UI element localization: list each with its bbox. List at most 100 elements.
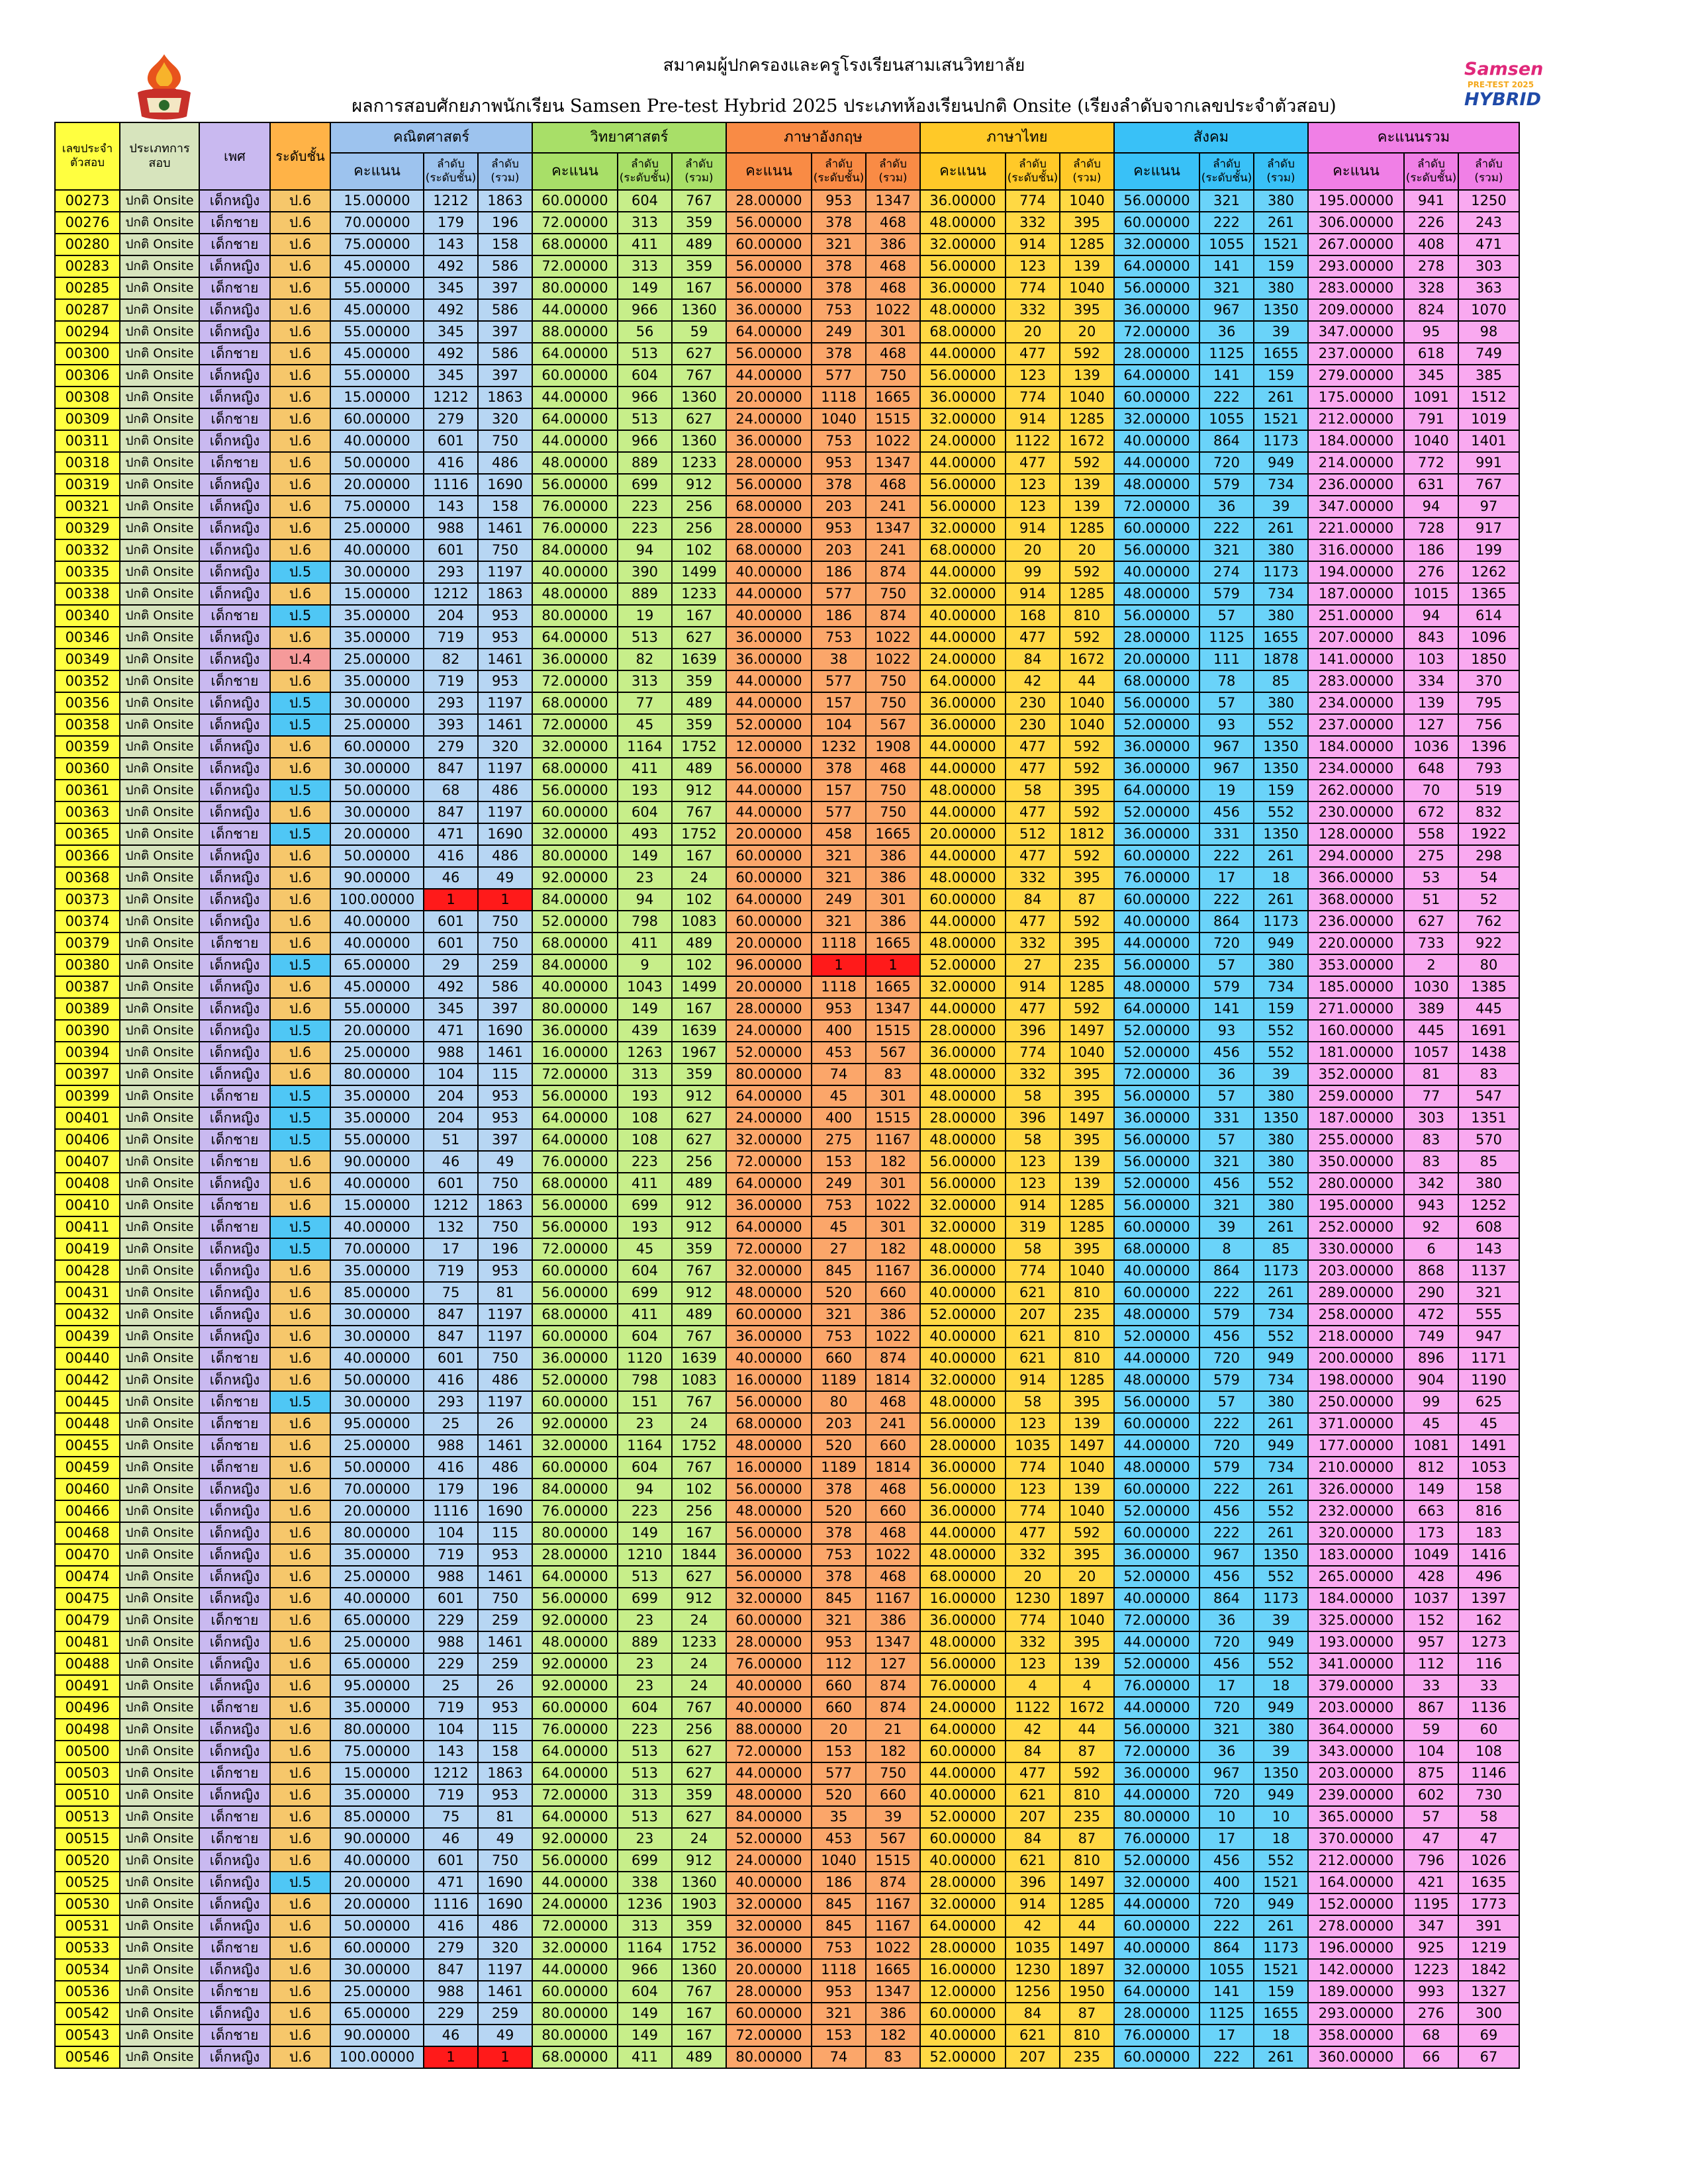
col-science-rank-level: ลำดับ (ระดับชั้น)	[617, 152, 673, 191]
cell-total-score: 347.00000	[1307, 320, 1405, 343]
cell-science-rank-level: 1164	[617, 735, 673, 758]
cell-social-rank-level: 222	[1199, 1522, 1254, 1545]
table-row: 00406 ปกติ Onsite เด็กชาย ป.5 55.00000 51 397 6…	[54, 1128, 1520, 1152]
cell-level: ป.6	[269, 1740, 331, 1763]
cell-math-rank-level: 104	[423, 1522, 479, 1545]
cell-science-rank-level: 513	[617, 342, 673, 365]
cell-english-score: 40.00000	[726, 604, 812, 627]
cell-math-rank-level: 179	[423, 1478, 479, 1501]
cell-math-rank-level: 988	[423, 1041, 479, 1064]
cell-english-score: 76.00000	[726, 1653, 812, 1676]
cell-thai-score: 32.00000	[919, 517, 1006, 540]
table-row: 00311 ปกติ Onsite เด็กหญิง ป.6 40.00000 601 75…	[54, 430, 1520, 453]
cell-math-score: 25.00000	[330, 1631, 424, 1654]
cell-english-score: 40.00000	[726, 1871, 812, 1894]
cell-exam-type: ปกติ Onsite	[119, 1281, 200, 1304]
cell-social-rank-level: 222	[1199, 386, 1254, 409]
cell-exam-id: 00534	[54, 1958, 120, 1981]
cell-english-score: 72.00000	[726, 2024, 812, 2047]
cell-english-score: 32.00000	[726, 1128, 812, 1152]
cell-level: ป.5	[269, 779, 331, 802]
cell-math-rank-total: 1461	[477, 1041, 533, 1064]
cell-science-rank-total: 489	[671, 1172, 727, 1195]
cell-level: ป.5	[269, 1238, 331, 1261]
cell-exam-id: 00440	[54, 1347, 120, 1370]
table-row: 00287 ปกติ Onsite เด็กหญิง ป.6 45.00000 492 58…	[54, 298, 1520, 322]
cell-total-score: 128.00000	[1307, 823, 1405, 846]
col-math-rank-total: ลำดับ (รวม)	[477, 152, 533, 191]
cell-science-score: 72.00000	[532, 1063, 618, 1086]
cell-english-score: 56.00000	[726, 473, 812, 496]
table-row: 00363 ปกติ Onsite เด็กหญิง ป.6 30.00000 847 11…	[54, 801, 1520, 824]
table-row: 00387 ปกติ Onsite เด็กหญิง ป.6 45.00000 492 58…	[54, 976, 1520, 999]
cell-english-score: 56.00000	[726, 1522, 812, 1545]
cell-total-rank-level: 1223	[1403, 1958, 1459, 1981]
cell-math-rank-level: 25	[423, 1412, 479, 1435]
cell-english-score: 20.00000	[726, 1958, 812, 1981]
cell-total-rank-level: 728	[1403, 517, 1459, 540]
cell-english-rank-level: 953	[811, 189, 867, 212]
cell-level: ป.6	[269, 233, 331, 256]
cell-social-rank-level: 967	[1199, 1543, 1254, 1567]
cell-math-rank-total: 397	[477, 364, 533, 387]
cell-english-score: 24.00000	[726, 1107, 812, 1130]
cell-social-score: 64.00000	[1113, 779, 1200, 802]
cell-math-rank-total: 1690	[477, 1500, 533, 1523]
cell-science-score: 88.00000	[532, 320, 618, 343]
cell-social-rank-level: 456	[1199, 801, 1254, 824]
cell-social-rank-level: 456	[1199, 1325, 1254, 1348]
cell-math-rank-level: 492	[423, 255, 479, 278]
cell-sex: เด็กหญิง	[199, 1893, 271, 1916]
cell-thai-rank-level: 477	[1005, 342, 1060, 365]
cell-total-score: 203.00000	[1307, 1259, 1405, 1283]
cell-science-rank-level: 313	[617, 670, 673, 693]
cell-math-rank-total: 1197	[477, 757, 533, 780]
cell-total-rank-level: 226	[1403, 211, 1459, 234]
cell-math-rank-total: 1461	[477, 713, 533, 737]
cell-total-rank-level: 904	[1403, 1369, 1459, 1392]
cell-total-score: 207.00000	[1307, 626, 1405, 649]
cell-english-score: 28.00000	[726, 1631, 812, 1654]
cell-total-rank-level: 791	[1403, 408, 1459, 431]
table-row: 00365 ปกติ Onsite เด็กชาย ป.5 20.00000 471 169…	[54, 823, 1520, 846]
cell-thai-score: 68.00000	[919, 1565, 1006, 1588]
cell-english-rank-level: 753	[811, 1543, 867, 1567]
cell-math-rank-level: 46	[423, 1827, 479, 1850]
cell-math-rank-total: 196	[477, 211, 533, 234]
cell-thai-score: 56.00000	[919, 255, 1006, 278]
cell-total-score: 271.00000	[1307, 997, 1405, 1021]
cell-social-rank-level: 321	[1199, 539, 1254, 562]
cell-science-score: 56.00000	[532, 1194, 618, 1217]
cell-social-score: 52.00000	[1113, 801, 1200, 824]
cell-thai-rank-total: 87	[1059, 1740, 1115, 1763]
cell-thai-rank-level: 84	[1005, 888, 1060, 911]
cell-thai-rank-level: 914	[1005, 976, 1060, 999]
cell-exam-type: ปกติ Onsite	[119, 473, 200, 496]
cell-science-score: 64.00000	[532, 1107, 618, 1130]
cell-exam-type: ปกติ Onsite	[119, 1500, 200, 1523]
cell-total-score: 236.00000	[1307, 473, 1405, 496]
cell-english-rank-total: 127	[865, 1653, 921, 1676]
cell-science-score: 92.00000	[532, 1609, 618, 1632]
cell-math-rank-total: 49	[477, 2024, 533, 2047]
cell-total-rank-total: 1250	[1458, 189, 1520, 212]
cell-social-rank-level: 720	[1199, 451, 1254, 475]
cell-social-score: 80.00000	[1113, 1805, 1200, 1829]
cell-science-rank-level: 513	[617, 1740, 673, 1763]
cell-exam-id: 00300	[54, 342, 120, 365]
cell-math-score: 85.00000	[330, 1281, 424, 1304]
cell-sex: เด็กชาย	[199, 1390, 271, 1414]
cell-thai-rank-total: 44	[1059, 670, 1115, 693]
cell-thai-score: 32.00000	[919, 1194, 1006, 1217]
cell-total-score: 214.00000	[1307, 451, 1405, 475]
table-row: 00399 ปกติ Onsite เด็กชาย ป.5 35.00000 204 953…	[54, 1085, 1520, 1108]
cell-exam-type: ปกติ Onsite	[119, 1369, 200, 1392]
cell-social-rank-total: 552	[1253, 1325, 1309, 1348]
cell-exam-type: ปกติ Onsite	[119, 1543, 200, 1567]
cell-total-rank-level: 66	[1403, 2046, 1459, 2069]
cell-total-rank-total: 303	[1458, 255, 1520, 278]
cell-thai-rank-total: 1497	[1059, 1936, 1115, 1960]
cell-math-rank-total: 486	[477, 1369, 533, 1392]
table-row: 00448 ปกติ Onsite เด็กชาย ป.6 95.00000 25 26 92…	[54, 1412, 1520, 1435]
cell-thai-rank-total: 1040	[1059, 189, 1115, 212]
